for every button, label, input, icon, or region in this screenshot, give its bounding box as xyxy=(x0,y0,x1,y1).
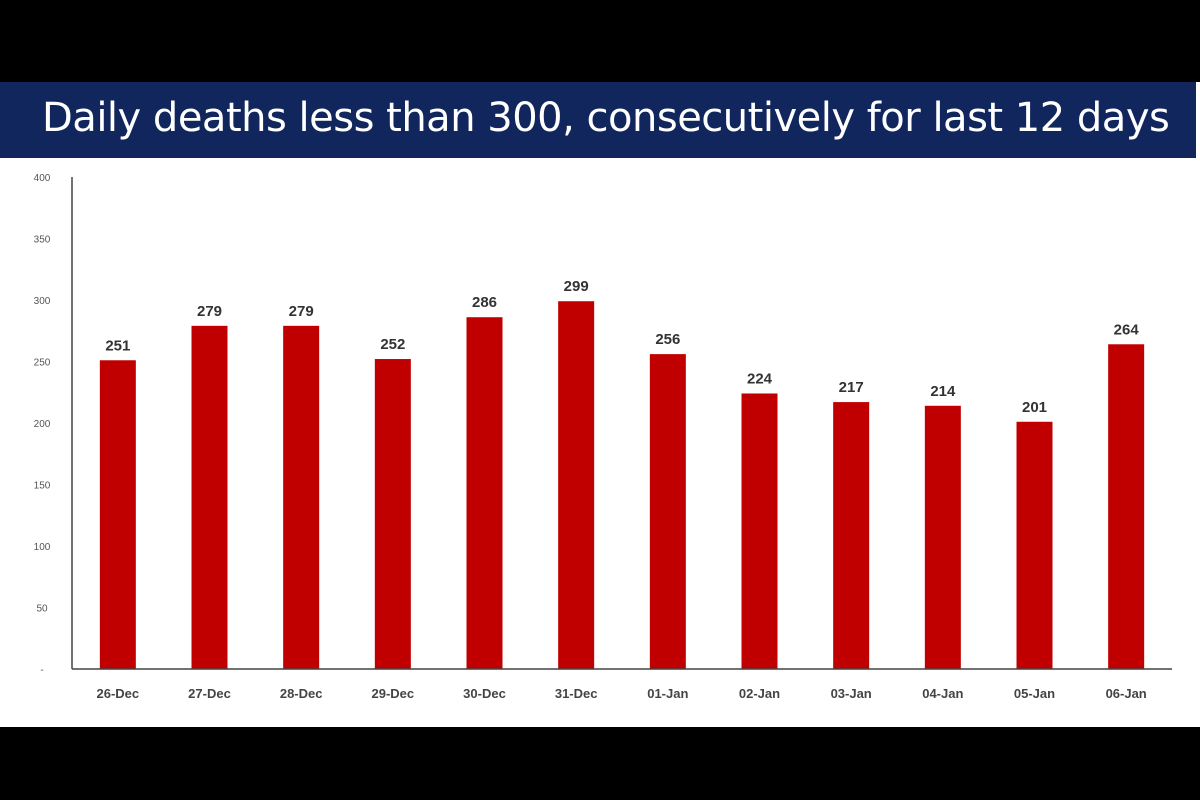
y-tick-label: 200 xyxy=(34,419,51,430)
bar xyxy=(374,359,411,669)
x-tick-label: 29-Dec xyxy=(372,686,415,701)
bar xyxy=(1108,344,1145,669)
x-tick-label: 02-Jan xyxy=(739,686,780,701)
data-label: 279 xyxy=(289,303,314,320)
data-label: 201 xyxy=(1022,399,1047,416)
data-label: 224 xyxy=(747,370,773,387)
data-label: 286 xyxy=(472,294,497,311)
x-axis-ticks: 26-Dec 27-Dec 28-Dec 29-Dec 30-Dec 31-Dec 01-J… xyxy=(97,686,1147,701)
y-tick-label: 150 xyxy=(34,481,51,492)
y-tick-label: 400 xyxy=(34,173,51,184)
data-label: 279 xyxy=(197,303,222,320)
data-label: 214 xyxy=(930,383,956,400)
x-tick-label: 05-Jan xyxy=(1014,686,1055,701)
x-tick-label: 28-Dec xyxy=(280,686,323,701)
bar xyxy=(741,393,778,669)
x-tick-label: 06-Jan xyxy=(1106,686,1147,701)
bar xyxy=(649,354,686,669)
bar xyxy=(833,402,870,669)
x-tick-label: 01-Jan xyxy=(647,686,688,701)
data-label: 299 xyxy=(564,278,589,295)
bar xyxy=(466,317,503,669)
bar-chart: - 50 100 150 200 250 300 350 400 251 279 279 252 286… xyxy=(34,173,1172,701)
y-tick-label: - xyxy=(40,665,43,676)
data-label: 252 xyxy=(380,336,405,353)
bar xyxy=(191,325,228,669)
y-tick-label: 350 xyxy=(34,235,51,246)
y-tick-label: 250 xyxy=(34,358,51,369)
title-banner: Daily deaths less than 300, consecutivel… xyxy=(0,82,1200,158)
data-label: 251 xyxy=(105,337,130,354)
data-labels: 251 279 279 252 286 299 256 224 217 214 201 264 xyxy=(105,278,1139,416)
x-tick-label: 31-Dec xyxy=(555,686,598,701)
y-axis-ticks: - 50 100 150 200 250 300 350 400 xyxy=(34,173,51,676)
x-tick-label: 03-Jan xyxy=(831,686,872,701)
y-tick-label: 100 xyxy=(34,542,51,553)
bar xyxy=(99,360,136,669)
chart-title: Daily deaths less than 300, consecutivel… xyxy=(42,95,1170,141)
bar xyxy=(283,325,320,669)
bar xyxy=(1016,421,1053,669)
data-label: 256 xyxy=(655,331,680,348)
bar xyxy=(558,301,595,669)
x-tick-label: 04-Jan xyxy=(922,686,963,701)
y-tick-label: 50 xyxy=(36,604,48,615)
x-tick-label: 26-Dec xyxy=(97,686,140,701)
bars xyxy=(99,301,1145,669)
bar xyxy=(924,405,961,669)
y-tick-label: 300 xyxy=(34,296,51,307)
x-tick-label: 30-Dec xyxy=(463,686,506,701)
data-label: 264 xyxy=(1114,321,1140,338)
data-label: 217 xyxy=(839,379,864,396)
x-tick-label: 27-Dec xyxy=(188,686,231,701)
